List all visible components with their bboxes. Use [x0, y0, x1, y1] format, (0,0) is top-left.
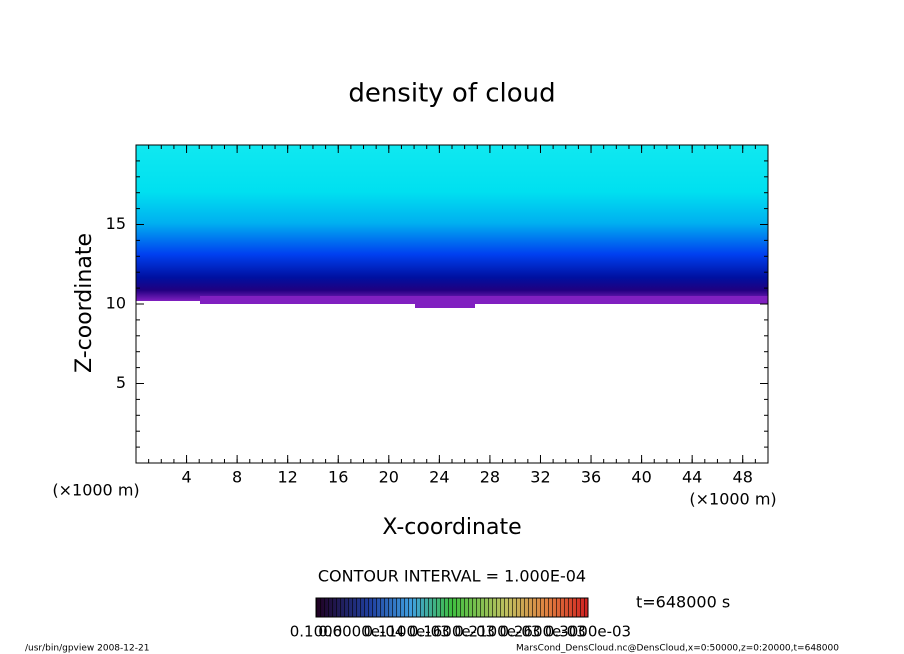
contour-interval: CONTOUR INTERVAL = 1.000E-04: [318, 567, 586, 586]
x-tick-label: 48: [733, 468, 753, 487]
x-tick-label: 44: [682, 468, 702, 487]
x-tick-label: 24: [429, 468, 449, 487]
colorbar-label: 0.2600e-03: [500, 623, 586, 641]
y-tick-label: 15: [106, 214, 126, 233]
contour-fill: [136, 145, 768, 301]
x-unit-label: (×1000 m): [689, 490, 776, 509]
time-label: t=648000 s: [636, 593, 730, 612]
footer-right: MarsCond_DensCloud.nc@DensCloud,x=0:5000…: [516, 644, 839, 654]
y-axis-label: Z-coordinate: [72, 233, 97, 373]
chart-title: density of cloud: [348, 79, 555, 109]
colorbar-label: 0.3000e-03: [545, 623, 631, 641]
x-tick-label: 4: [181, 468, 191, 487]
colorbar-label: 0.6000e-04: [318, 623, 404, 641]
x-tick-label: 8: [232, 468, 242, 487]
contour-fill: [415, 300, 475, 308]
contour-fill: [200, 296, 768, 304]
y-tick-label: 5: [116, 373, 126, 392]
x-tick-label: 36: [581, 468, 601, 487]
colorbar-label: 0.1600e-03: [409, 623, 495, 641]
colorbar-label: 0.2100e-03: [454, 623, 540, 641]
x-tick-label: 28: [480, 468, 500, 487]
colorbar-label: 0.1100e-03: [364, 623, 450, 641]
x-axis-label: X-coordinate: [382, 515, 521, 540]
x-tick-label: 40: [631, 468, 651, 487]
colorbar: [316, 598, 588, 617]
x-tick-label: 20: [379, 468, 399, 487]
y-tick-label: 10: [106, 294, 126, 313]
x-tick-label: 32: [530, 468, 550, 487]
y-unit-label: (×1000 m): [52, 481, 139, 500]
footer-left: /usr/bin/gpview 2008-12-21: [25, 644, 149, 654]
colorbar-label: 0.1000: [290, 623, 343, 641]
x-tick-label: 16: [328, 468, 348, 487]
x-tick-label: 12: [278, 468, 298, 487]
